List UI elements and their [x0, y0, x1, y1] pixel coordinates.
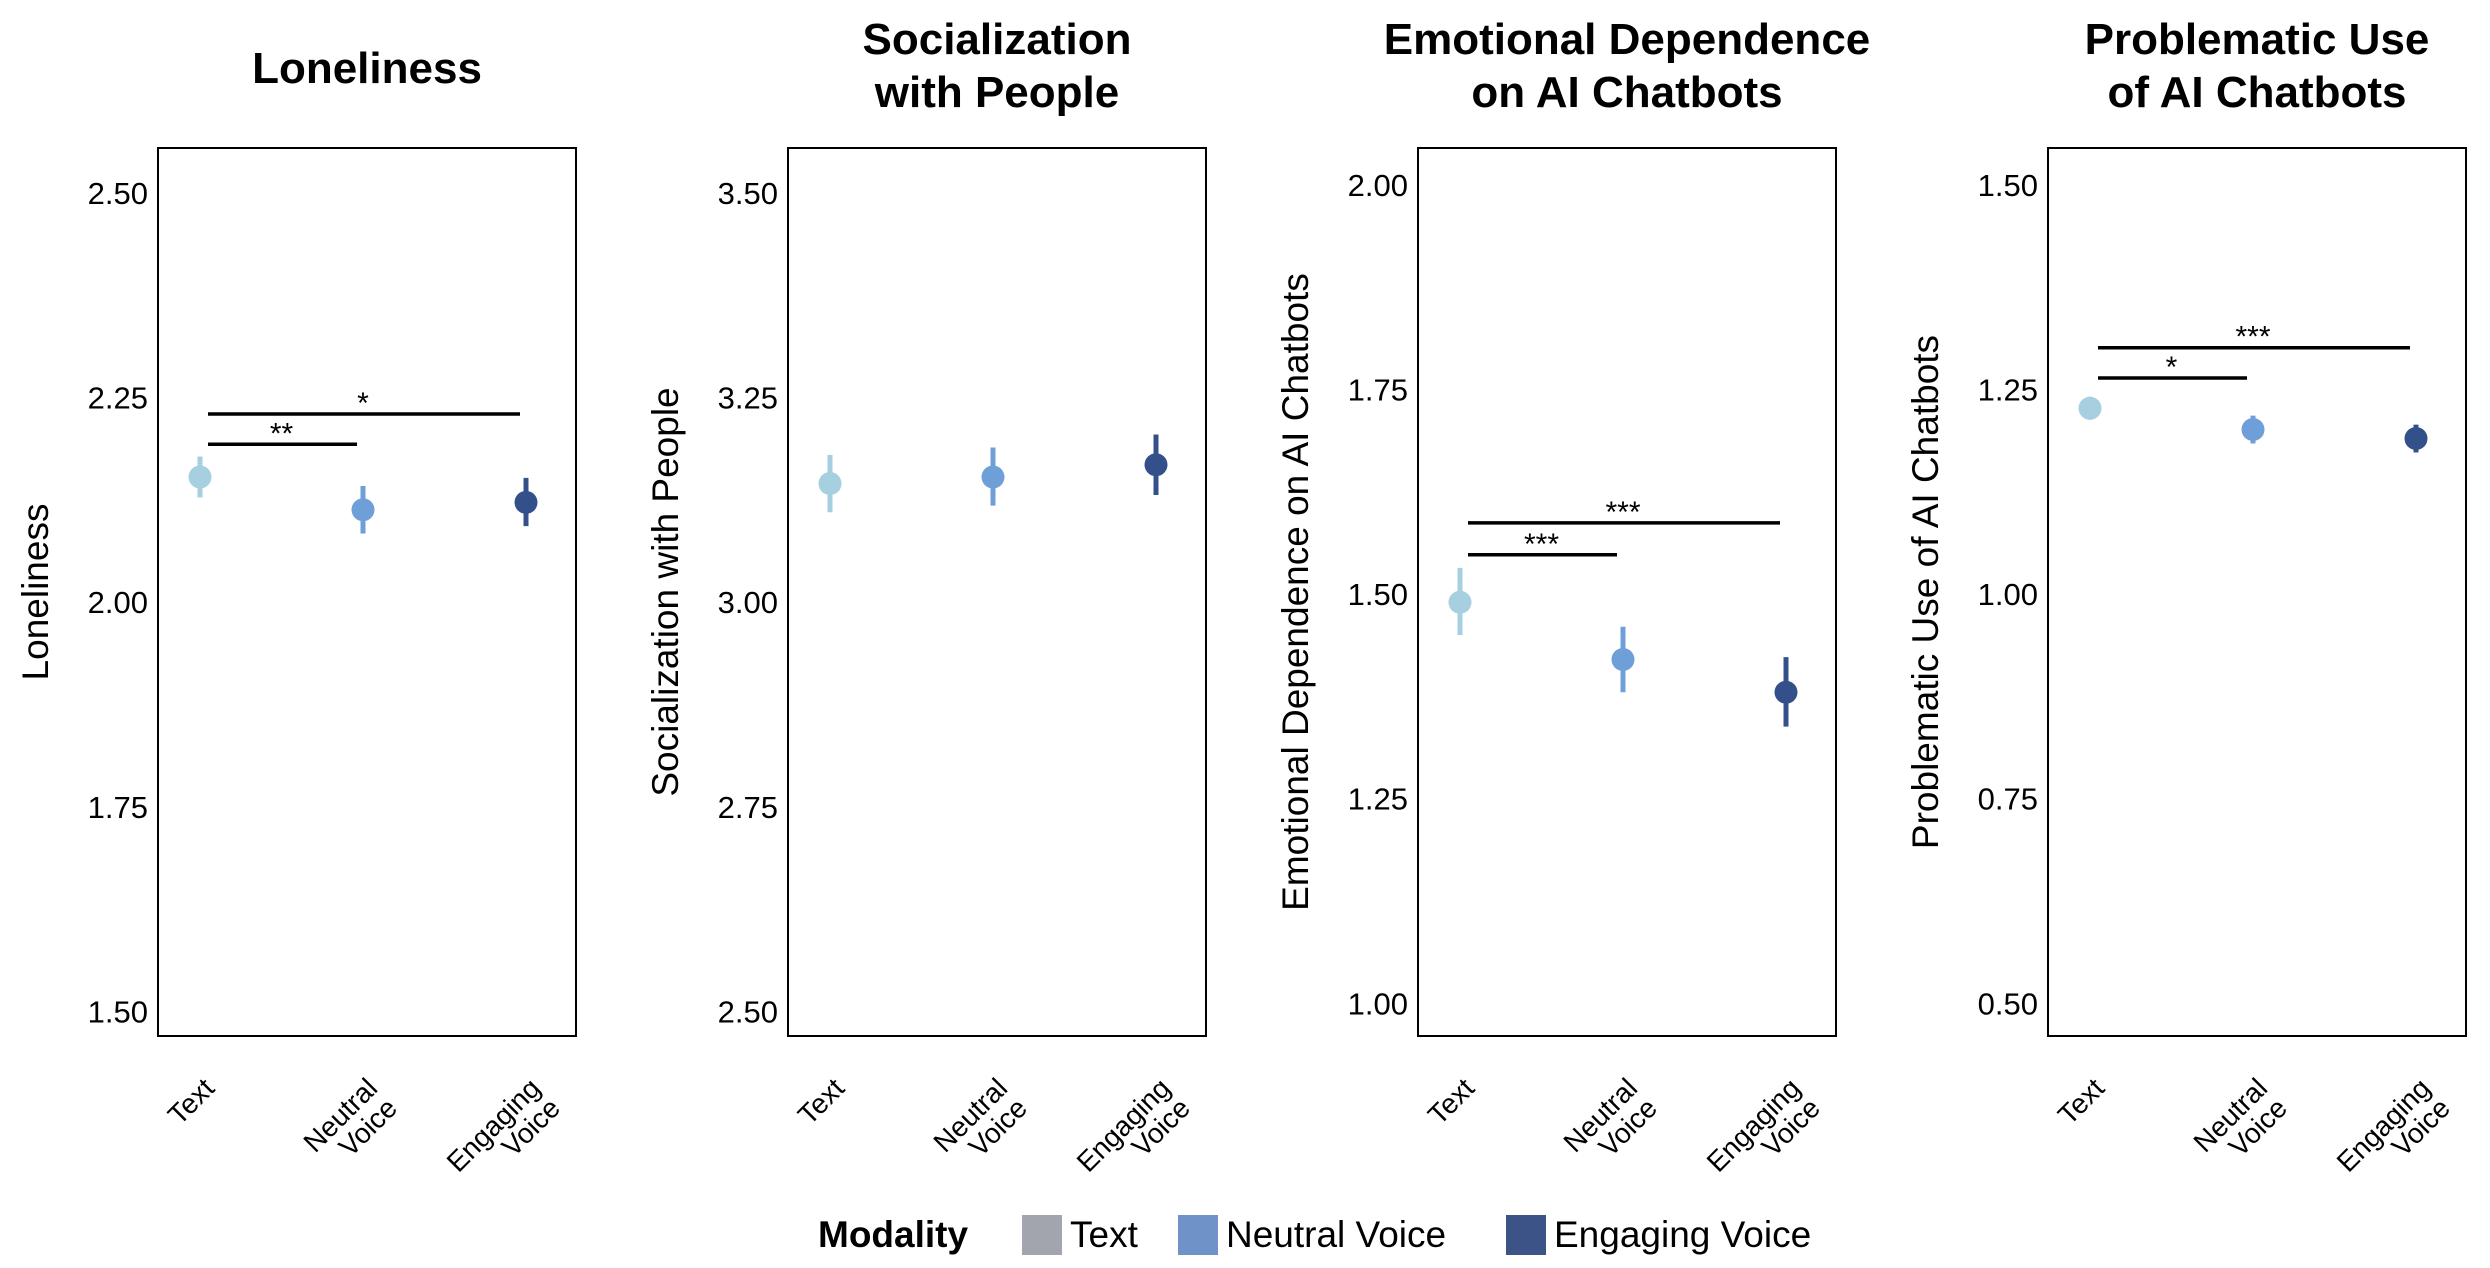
chart-title-line: Socialization: [863, 15, 1132, 64]
y-tick-label: 2.25: [88, 381, 148, 416]
chart-title: Emotional Dependence on AI Chatbots: [1384, 15, 1871, 117]
x-tick-line: Text: [1422, 1072, 1480, 1130]
y-tick-label: 2.00: [88, 585, 148, 620]
y-axis-label: Problematic Use of AI Chatbots: [1905, 335, 1946, 849]
y-tick-label: 1.00: [1978, 577, 2038, 612]
chart-title-line: of AI Chatbots: [2108, 68, 2407, 117]
plot-frame: [2047, 147, 2467, 1037]
legend-label-engaging-voice: Engaging Voice: [1554, 1214, 1812, 1255]
y-axis-label: Emotional Dependence on AI Chatbots: [1275, 273, 1316, 911]
y-tick-label: 3.25: [718, 381, 778, 416]
data-point: [818, 472, 842, 496]
y-tick-label: 2.50: [88, 176, 148, 211]
y-tick-label: 0.75: [1978, 782, 2038, 817]
y-tick-label: 1.50: [88, 994, 148, 1029]
significance-label: **: [270, 417, 294, 450]
chart-problematic-use: Problematic Use of AI Chatbots 0.50 0.75 1.0…: [1905, 15, 2467, 1197]
y-tick-label: 1.50: [1978, 168, 2038, 203]
data-point: [2241, 418, 2265, 442]
legend-label-text: Text: [1070, 1214, 1138, 1255]
data-point: [351, 498, 375, 522]
y-tick-label: 1.50: [1348, 577, 1408, 612]
chart-title-line: with People: [874, 68, 1119, 117]
data-point: [1144, 453, 1168, 477]
x-tick-label: NeutralVoice: [2187, 1072, 2293, 1178]
x-tick-line: Text: [2052, 1072, 2110, 1130]
x-tick-label: Text: [2052, 1072, 2110, 1130]
y-tick-label: 1.25: [1978, 372, 2038, 407]
x-tick-label: Text: [162, 1072, 220, 1130]
x-tick-label: NeutralVoice: [297, 1072, 403, 1178]
x-tick-label: Text: [1422, 1072, 1480, 1130]
legend-key-engaging-voice: [1506, 1215, 1546, 1255]
y-axis-label: Socialization with People: [645, 387, 686, 796]
chart-title: Socialization with People: [863, 15, 1132, 117]
data-point: [2404, 427, 2428, 451]
significance-label: *: [2166, 351, 2178, 384]
y-tick-label: 2.75: [718, 790, 778, 825]
chart-loneliness: Loneliness 1.50 1.75 2.00 2.25 2.50 Loneliness…: [15, 44, 577, 1197]
x-tick-label: EngagingVoice: [1071, 1072, 1196, 1197]
x-tick-label: EngagingVoice: [2331, 1072, 2456, 1197]
significance-label: ***: [1524, 528, 1559, 561]
x-tick-label: EngagingVoice: [1701, 1072, 1826, 1197]
chart-title-line: Emotional Dependence: [1384, 15, 1871, 64]
x-tick-label: NeutralVoice: [1557, 1072, 1663, 1178]
chart-title-line: Loneliness: [252, 44, 482, 93]
x-tick-line: Text: [162, 1072, 220, 1130]
data-point: [514, 490, 538, 514]
data-point: [2078, 396, 2102, 420]
y-axis-label: Loneliness: [15, 504, 56, 681]
y-tick-label: 0.50: [1978, 986, 2038, 1021]
y-tick-label: 2.50: [718, 994, 778, 1029]
plot-frame: [787, 147, 1207, 1037]
significance-label: ***: [1605, 496, 1640, 529]
legend-label-neutral-voice: Neutral Voice: [1226, 1214, 1447, 1255]
chart-title: Loneliness: [252, 44, 482, 93]
plot-frame: [1417, 147, 1837, 1037]
chart-socialization: Socialization with People 2.50 2.75 3.00 3.25…: [645, 15, 1207, 1197]
legend-key-text: [1022, 1215, 1062, 1255]
legend-title: Modality: [818, 1214, 969, 1255]
x-tick-line: Text: [792, 1072, 850, 1130]
x-tick-label: EngagingVoice: [441, 1072, 566, 1197]
x-tick-label: Text: [792, 1072, 850, 1130]
legend-key-neutral-voice: [1178, 1215, 1218, 1255]
plot-frame: [157, 147, 577, 1037]
data-point: [1611, 648, 1635, 672]
y-tick-label: 1.25: [1348, 782, 1408, 817]
significance-label: ***: [2235, 321, 2270, 354]
y-tick-label: 1.75: [1348, 372, 1408, 407]
chart-emotional-dependence: Emotional Dependence on AI Chatbots 1.00 1.…: [1275, 15, 1871, 1197]
chart-title-line: on AI Chatbots: [1471, 68, 1782, 117]
chart-title: Problematic Use of AI Chatbots: [2085, 15, 2430, 117]
x-tick-label: NeutralVoice: [927, 1072, 1033, 1178]
data-point: [1774, 680, 1798, 704]
y-tick-label: 3.00: [718, 585, 778, 620]
y-tick-label: 1.75: [88, 790, 148, 825]
significance-label: *: [357, 387, 369, 420]
chart-title-line: Problematic Use: [2085, 15, 2430, 64]
data-point: [1448, 590, 1472, 614]
data-point: [188, 465, 212, 489]
y-tick-label: 3.50: [718, 176, 778, 211]
legend: Modality Text Neutral Voice Engaging Voi…: [0, 1208, 2490, 1268]
y-tick-label: 2.00: [1348, 168, 1408, 203]
y-tick-label: 1.00: [1348, 986, 1408, 1021]
data-point: [981, 465, 1005, 489]
